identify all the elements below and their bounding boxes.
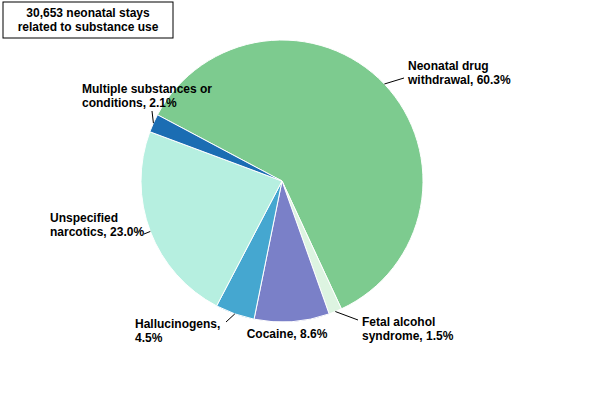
- label-value: 8.6%: [300, 327, 328, 341]
- leader-line: [335, 312, 358, 320]
- data-label: Multiple substances orconditions, 2.1%: [82, 82, 212, 110]
- label-category: Hallucinogens: [135, 317, 217, 331]
- label-separator: ,: [103, 225, 110, 239]
- leader-line: [152, 111, 153, 123]
- label-separator: ,: [419, 329, 426, 343]
- leader-line: [384, 78, 404, 84]
- slice: [141, 132, 282, 306]
- label-value: 23.0%: [110, 225, 144, 239]
- label-separator: ,: [470, 73, 477, 87]
- label-category: Fetal alcohol: [362, 315, 435, 329]
- label-category: Neonatal drug: [408, 59, 489, 73]
- chart: 30,653 neonatal staysrelated to substanc…: [0, 0, 599, 409]
- label-category: narcotics: [50, 225, 104, 239]
- data-label: Hallucinogens, 4.5%: [135, 317, 224, 345]
- data-labels: Neonatal drugwithdrawal, 60.3% Fetal alco…: [50, 59, 511, 345]
- label-category: conditions: [82, 96, 143, 110]
- data-label: Unspecifiednarcotics, 23.0%: [50, 211, 144, 239]
- label-category: withdrawal: [407, 73, 470, 87]
- label-category: Unspecified: [50, 211, 118, 225]
- title: 30,653 neonatal staysrelated to substanc…: [18, 6, 159, 35]
- label-separator: ,: [217, 317, 224, 331]
- label-value: 2.1%: [149, 96, 177, 110]
- data-label: Fetal alcoholsyndrome, 1.5%: [362, 315, 454, 343]
- data-label: Neonatal drugwithdrawal, 60.3%: [407, 59, 511, 87]
- leader-line: [144, 231, 150, 234]
- label-category: Multiple substances or: [82, 82, 212, 96]
- title-box: 30,653 neonatal staysrelated to substanc…: [3, 2, 173, 38]
- title-line: 30,653 neonatal stays: [26, 6, 150, 20]
- leader-line: [226, 314, 235, 322]
- label-separator: ,: [143, 96, 150, 110]
- data-label: Cocaine, 8.6%: [247, 327, 328, 341]
- label-category: syndrome: [362, 329, 420, 343]
- title-line: related to substance use: [18, 20, 159, 34]
- title-frame: [3, 2, 173, 38]
- slice: [150, 115, 282, 181]
- label-category: Cocaine: [247, 327, 294, 341]
- label-value: 60.3%: [477, 73, 511, 87]
- label-separator: ,: [293, 327, 300, 341]
- label-value: 4.5%: [135, 331, 163, 345]
- label-value: 1.5%: [426, 329, 454, 343]
